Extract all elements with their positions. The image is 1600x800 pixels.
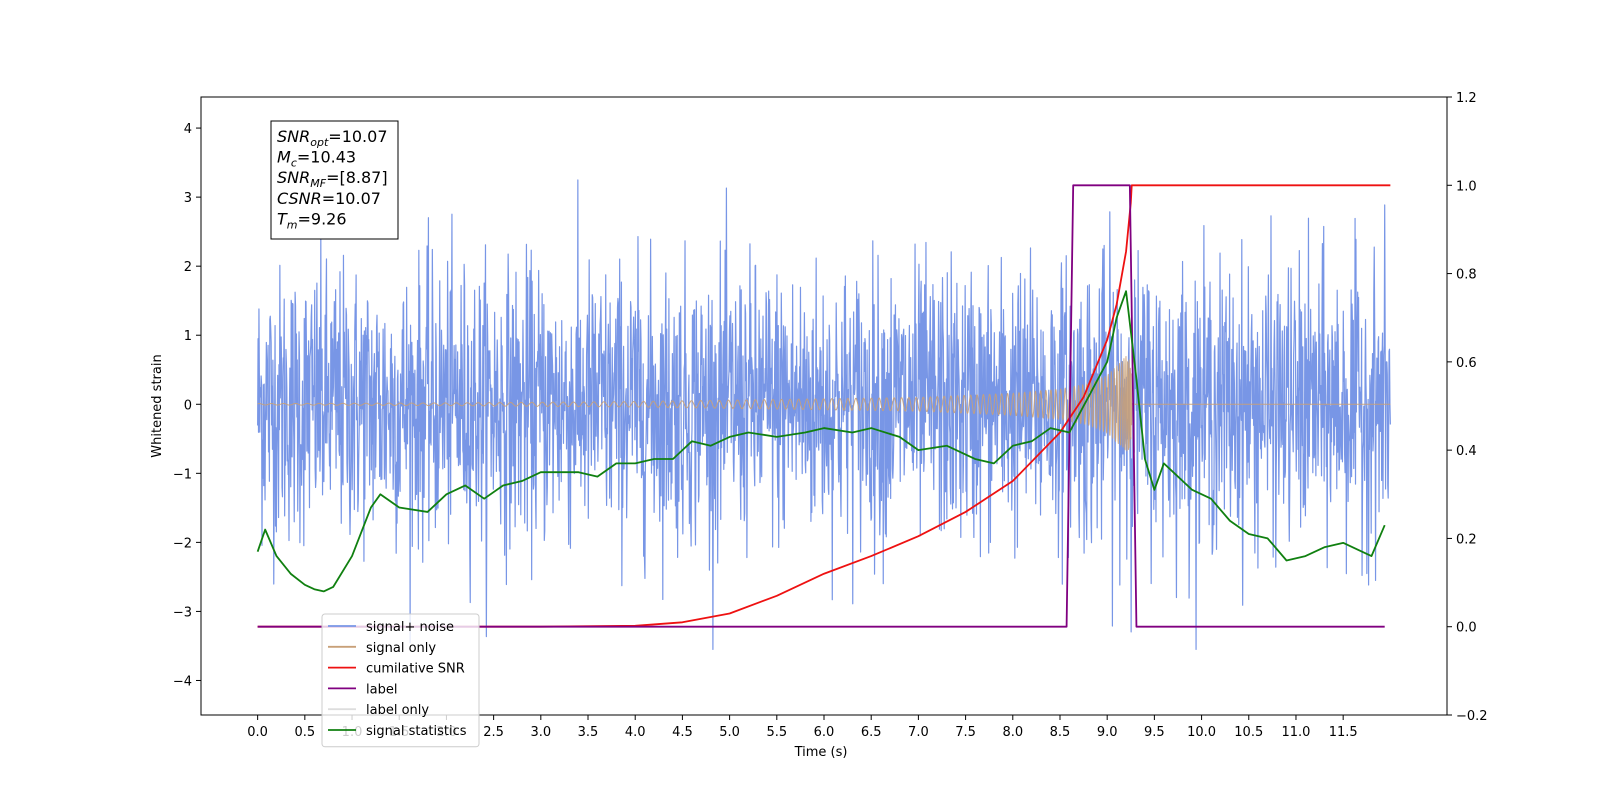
y-left-tick-label: −2	[173, 536, 192, 551]
x-tick-label: 4.5	[672, 725, 693, 740]
x-tick-label: 8.0	[1002, 725, 1023, 740]
y-right-tick-label: 1.0	[1456, 179, 1477, 194]
legend-label-cumilative-snr: cumilative SNR	[366, 662, 465, 677]
y-left-tick-label: −1	[173, 467, 192, 482]
x-tick-label: 10.0	[1187, 725, 1216, 740]
y-axis-label: Whitened strain	[150, 354, 165, 457]
x-tick-label: 6.5	[861, 725, 882, 740]
x-tick-label: 0.5	[294, 725, 315, 740]
annotation-line: CSNR=10.07	[277, 189, 381, 208]
series-signal-noise	[257, 179, 1391, 651]
x-tick-label: 4.0	[625, 725, 646, 740]
x-tick-label: 3.5	[578, 725, 599, 740]
x-tick-label: 9.0	[1097, 725, 1118, 740]
series-label	[257, 184, 1385, 628]
y-left-tick-label: −3	[173, 605, 192, 620]
x-tick-label: 6.0	[814, 725, 835, 740]
annotation-line: SNRMF=[8.87]	[277, 168, 388, 190]
legend-frame	[321, 613, 480, 748]
y-left-tick-label: 4	[184, 122, 192, 137]
y-right-tick-label: 0.4	[1456, 444, 1477, 459]
y-right-tick-label: 0.6	[1456, 356, 1477, 371]
y-right-tick-label: 1.2	[1456, 91, 1477, 106]
x-tick-label: 3.0	[530, 725, 551, 740]
annotation-box: SNRopt=10.07Mc=10.43SNRMF=[8.87]CSNR=10.…	[270, 120, 399, 240]
axes-layer: 0.00.51.01.52.02.53.03.54.04.55.05.56.06…	[173, 91, 1488, 740]
y-right-tick-label: 0.2	[1456, 532, 1477, 547]
x-tick-label: 2.5	[483, 725, 504, 740]
x-tick-label: 5.0	[719, 725, 740, 740]
y-left-tick-label: −4	[173, 674, 192, 689]
x-tick-label: 9.5	[1144, 725, 1165, 740]
x-tick-label: 7.0	[908, 725, 929, 740]
x-tick-label: 8.5	[1050, 725, 1071, 740]
y-right-tick-label: −0.2	[1456, 709, 1488, 724]
legend-label-signal-statistics: signal statistics	[366, 724, 467, 739]
annotation-line: Mc=10.43	[277, 148, 356, 170]
series-cumilative-snr	[257, 184, 1391, 628]
y-left-tick-label: 2	[184, 260, 192, 275]
x-axis-label: Time (s)	[794, 745, 848, 760]
x-tick-label: 5.5	[766, 725, 787, 740]
annotation-line: SNRopt=10.07	[277, 127, 388, 149]
legend: signal+ noise signal only cumilative SNR la…	[321, 613, 480, 748]
annotation-line: Tm=9.26	[277, 209, 347, 231]
x-tick-label: 11.5	[1329, 725, 1358, 740]
series-signal-statistics	[256, 290, 1386, 593]
x-tick-label: 11.0	[1281, 725, 1310, 740]
series-layer	[256, 179, 1391, 651]
annotation-frame	[270, 120, 399, 240]
legend-label-signal-only: signal only	[366, 641, 436, 656]
y-right-tick-label: 0.8	[1456, 268, 1477, 283]
legend-label-signal-noise: signal+ noise	[366, 620, 454, 635]
y-left-tick-label: 1	[184, 329, 192, 344]
y-left-tick-label: 3	[184, 191, 192, 206]
y-right-tick-label: 0.0	[1456, 621, 1477, 636]
x-tick-label: 7.5	[955, 725, 976, 740]
x-tick-label: 10.5	[1234, 725, 1263, 740]
legend-label-label-only: label only	[366, 703, 429, 718]
x-tick-label: 0.0	[247, 725, 268, 740]
y-left-tick-label: 0	[184, 398, 192, 413]
series-signal-only	[257, 355, 1391, 452]
legend-label-label: label	[366, 682, 397, 697]
